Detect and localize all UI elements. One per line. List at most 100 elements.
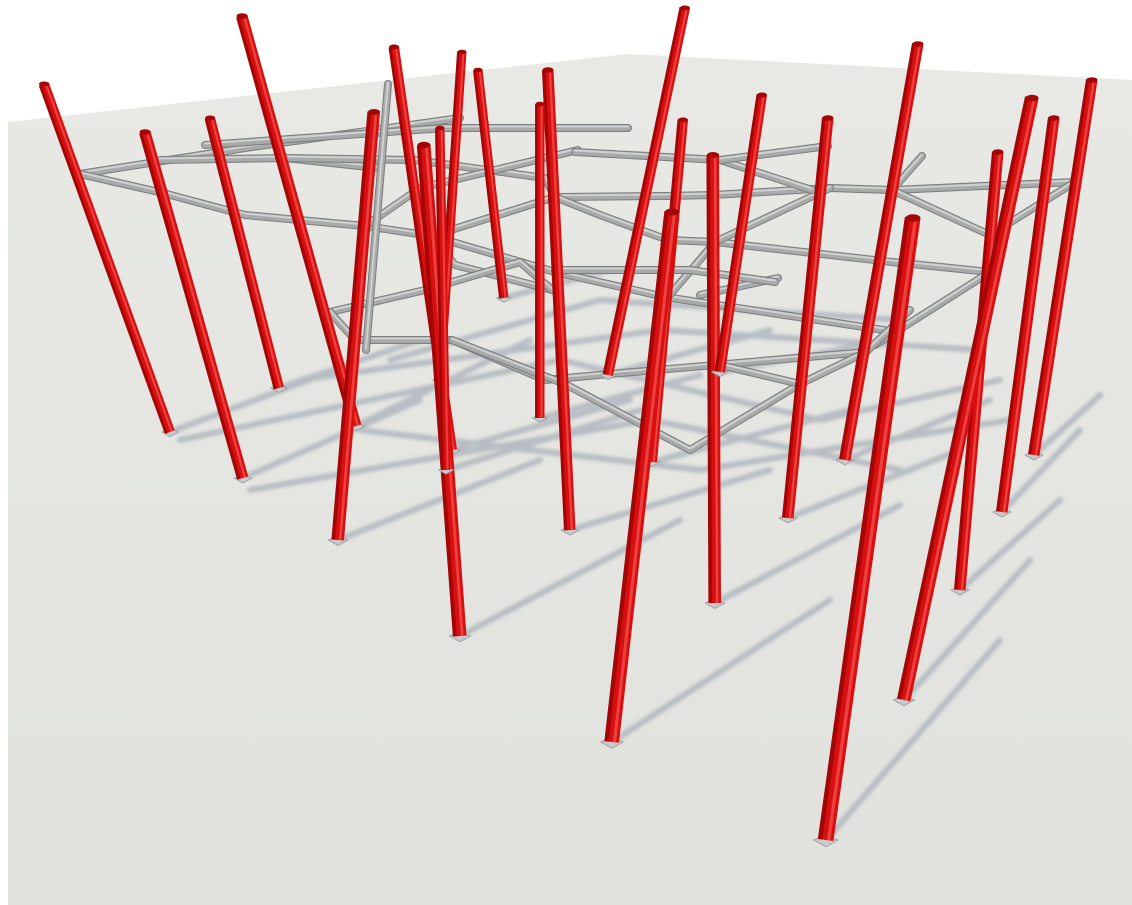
column-shade (714, 94, 760, 372)
shadow-stroke (567, 467, 773, 533)
column-shade (781, 117, 826, 518)
column-highlight (1034, 80, 1096, 456)
shadow-stroke (823, 637, 1003, 843)
column-highlight (608, 8, 688, 376)
column-cap (205, 115, 215, 121)
column-cap (680, 5, 690, 11)
column-shade (817, 216, 910, 840)
column-highlight (44, 83, 173, 432)
column-highlight (904, 98, 1036, 701)
column-shade (416, 145, 457, 637)
column-shade (204, 118, 277, 390)
steel-beam (711, 184, 834, 246)
column-cap (822, 115, 834, 121)
steel-beam (716, 361, 804, 388)
steel-beam-highlight (719, 362, 801, 384)
column-cap (1025, 94, 1039, 102)
steel-beam (428, 232, 888, 334)
column-highlight (1002, 118, 1058, 513)
red-column (541, 67, 580, 536)
column-shade (331, 111, 372, 540)
column-shade (236, 16, 354, 428)
red-column (992, 115, 1060, 518)
red-column (599, 208, 679, 749)
steel-beam-body (712, 185, 833, 245)
column-cap (139, 129, 151, 135)
column-highlight (713, 154, 719, 603)
red-column (1024, 77, 1098, 461)
column-cap (665, 208, 679, 216)
column-shade (541, 70, 568, 531)
column-highlight (960, 152, 1002, 591)
steel-beam (201, 124, 632, 149)
column-cap (39, 81, 49, 87)
steel-beam-highlight (431, 233, 885, 330)
column-cap (542, 67, 554, 73)
red-column (835, 41, 924, 466)
column-shade (38, 84, 168, 434)
steel-beam-highlight (204, 125, 629, 145)
column-cap (905, 214, 921, 222)
column-cap (368, 109, 380, 115)
column-cap (678, 117, 688, 123)
steel-beam-highlight (451, 307, 911, 450)
steel-beam-body (717, 362, 803, 387)
column-shade (139, 132, 241, 480)
column-highlight (720, 95, 765, 373)
steel-beam-body (429, 233, 887, 333)
red-column (139, 129, 253, 484)
column-highlight (548, 69, 574, 530)
steel-beam-highlight (714, 185, 831, 242)
column-highlight (440, 127, 449, 470)
column-cap (473, 67, 483, 73)
column-shade (996, 117, 1052, 512)
shadow-stroke (457, 517, 683, 639)
column-cap (1048, 115, 1060, 121)
shadow-stroke (957, 497, 1063, 593)
column-shade (839, 42, 916, 460)
red-column (598, 5, 690, 381)
column-shade (897, 96, 1029, 700)
steel-beam (716, 142, 832, 164)
red-column (778, 115, 834, 524)
steel-beam (551, 266, 779, 286)
column-shade (473, 70, 502, 299)
shadow-stroke (177, 357, 1003, 443)
column-shade (435, 128, 444, 471)
red-column (204, 115, 289, 394)
column-cap (457, 49, 467, 55)
column-cap (912, 41, 924, 47)
red-column (327, 109, 380, 546)
steel-beam-body (552, 267, 778, 285)
red-column (812, 214, 921, 848)
column-highlight (145, 131, 247, 478)
column-highlight (478, 69, 507, 298)
column-shade (604, 211, 669, 742)
shadow-stroke (1031, 392, 1103, 458)
column-highlight (612, 212, 676, 743)
column-highlight (788, 118, 832, 519)
red-column (892, 94, 1039, 707)
column-layer (38, 5, 1098, 848)
column-cap (417, 141, 431, 149)
column-highlight (845, 44, 922, 461)
shadow-stroke (240, 397, 423, 481)
column-shade (602, 6, 683, 375)
column-shade (706, 155, 713, 604)
steel-beam (362, 80, 392, 354)
red-column (435, 125, 455, 475)
steel-beam (448, 306, 914, 454)
steel-beam-highlight (364, 147, 579, 226)
column-cap (1086, 77, 1098, 83)
column-cap (236, 13, 248, 19)
steel-beam-highlight (719, 143, 829, 160)
column-shade (1028, 79, 1090, 455)
column-cap (535, 101, 545, 107)
steel-beam-body (717, 143, 831, 163)
column-highlight (210, 117, 282, 388)
red-column (38, 81, 180, 438)
shadow-stroke (357, 417, 1013, 473)
shadow-stroke (999, 427, 1083, 515)
